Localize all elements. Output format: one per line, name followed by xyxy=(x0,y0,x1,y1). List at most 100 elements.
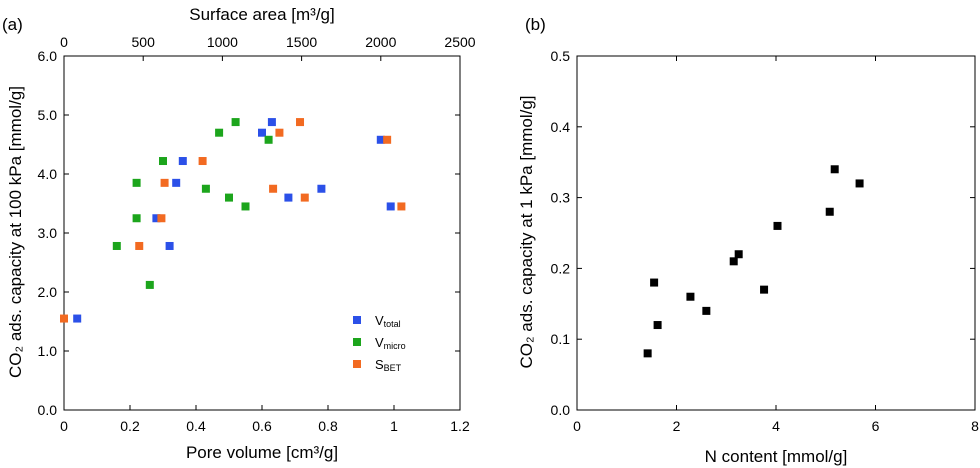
panel-b-plot-frame xyxy=(576,55,976,411)
series-0-point xyxy=(653,321,662,330)
s-bet-point xyxy=(160,178,169,187)
legend-label-main: V xyxy=(375,313,384,328)
v-micro-point xyxy=(231,118,240,127)
y-tick-label: 0.3 xyxy=(551,190,571,206)
v-micro-point xyxy=(159,157,167,166)
x-tick-label: 0.6 xyxy=(252,418,272,434)
v-micro-point xyxy=(132,178,141,187)
s-bet-point xyxy=(135,241,144,250)
panel-a-top-x-axis-title: Surface area [m³/g] xyxy=(189,5,335,24)
y-tick-label: 2.0 xyxy=(38,284,58,300)
top-x-tick-label: 0 xyxy=(60,34,68,50)
y-tick-label: 3.0 xyxy=(38,225,58,241)
s-bet-point xyxy=(296,118,305,127)
y-tick-label: 4.0 xyxy=(38,166,58,182)
s-bet-point xyxy=(157,214,166,223)
v-total-point xyxy=(178,157,187,166)
series-0-point xyxy=(773,221,782,230)
x-tick-label: 2 xyxy=(673,418,681,434)
panel-a-plot-frame xyxy=(63,55,461,411)
panel-b-x-axis-title: N content [mmol/g] xyxy=(705,447,848,466)
x-tick-label: 0 xyxy=(573,418,581,434)
panel-a-y-ticks: 0.0 1.0 2.0 3.0 4.0 5.0 6.0 xyxy=(38,48,460,418)
top-x-tick-label: 2000 xyxy=(365,34,396,50)
panel-a-y-axis-title: CO₂ ads. capacity at 100 kPa [mmol/g] xyxy=(6,86,25,378)
v-total-point xyxy=(386,202,395,211)
series-0-point xyxy=(825,207,834,216)
v-total-point xyxy=(376,135,385,144)
v-total-point xyxy=(258,128,266,137)
panel-b: (b) 0.0 0.1 0.2 0.3 0.4 0.5 0 2 4 6 8 N content [… xyxy=(517,15,979,466)
x-tick-label: 0.4 xyxy=(186,418,206,434)
v-micro-point xyxy=(132,214,141,223)
s-bet-point xyxy=(383,135,392,144)
v-micro-point xyxy=(215,128,224,137)
v-micro-point xyxy=(264,135,273,144)
panel-b-points xyxy=(643,165,864,358)
v-micro-point xyxy=(145,280,154,289)
v-total-point xyxy=(284,193,293,202)
y-tick-label: 1.0 xyxy=(38,343,58,359)
series-0-point xyxy=(855,179,864,188)
panel-b-label: (b) xyxy=(525,15,546,34)
y-tick-label: 6.0 xyxy=(38,48,58,64)
series-0-point xyxy=(686,292,695,301)
legend-label-main: S xyxy=(375,357,384,372)
panel-a-top-x-ticks: 0 500 1000 1500 2000 2500 xyxy=(60,34,476,61)
x-tick-label: 0 xyxy=(60,418,68,434)
y-tick-label: 0.1 xyxy=(551,331,571,347)
panel-a-label: (a) xyxy=(2,15,23,34)
y-tick-label: 0.0 xyxy=(551,402,571,418)
s-bet-point xyxy=(198,157,207,166)
legend-swatch xyxy=(353,360,361,368)
top-x-tick-label: 2500 xyxy=(444,34,475,50)
panel-a-x-ticks: 0 0.2 0.4 0.6 0.8 1 1.2 xyxy=(60,405,470,434)
x-tick-label: 1.2 xyxy=(450,418,470,434)
x-tick-label: 4 xyxy=(772,418,780,434)
panel-a-x-axis-title: Pore volume [cm³/g] xyxy=(186,443,338,462)
v-total-point xyxy=(267,118,276,127)
v-total-point xyxy=(165,241,174,250)
panel-b-y-axis-title: CO₂ ads. capacity at 1 kPa [mmol/g] xyxy=(517,95,536,368)
panel-a: (a) 0.0 1.0 2.0 3.0 4.0 5.0 6.0 0 0.2 0.4 0.6 0.8 1… xyxy=(2,5,476,462)
top-x-tick-label: 1000 xyxy=(207,34,238,50)
series-0-point xyxy=(729,257,738,266)
legend-label-sub: micro xyxy=(384,341,406,351)
top-x-tick-label: 1500 xyxy=(286,34,317,50)
series-0-point xyxy=(643,349,652,358)
series-0-point xyxy=(734,250,743,259)
x-tick-label: 0.8 xyxy=(318,418,338,434)
s-bet-point xyxy=(300,193,309,202)
v-total-point xyxy=(317,184,326,193)
top-x-tick-label: 500 xyxy=(132,34,156,50)
v-micro-point xyxy=(112,241,121,250)
s-bet-point xyxy=(60,314,68,323)
legend-label: Vtotal xyxy=(375,313,401,329)
v-total-point xyxy=(172,178,181,187)
y-tick-label: 0.5 xyxy=(551,48,571,64)
x-tick-label: 6 xyxy=(872,418,880,434)
series-0-point xyxy=(650,278,659,287)
y-tick-label: 0.4 xyxy=(551,119,571,135)
x-tick-label: 1 xyxy=(390,418,398,434)
v-micro-point xyxy=(241,202,250,211)
s-bet-point xyxy=(275,128,284,137)
y-tick-label: 0.2 xyxy=(551,260,571,276)
legend-label-sub: BET xyxy=(384,363,402,373)
v-total-point xyxy=(73,314,82,323)
s-bet-point xyxy=(397,202,406,211)
s-bet-point xyxy=(269,184,278,193)
y-tick-label: 0.0 xyxy=(38,402,58,418)
series-0-point xyxy=(830,165,839,174)
v-micro-point xyxy=(225,193,233,202)
panel-a-points xyxy=(60,118,406,323)
legend-label: SBET xyxy=(375,357,402,373)
y-tick-label: 5.0 xyxy=(38,107,58,123)
panel-b-x-ticks: 0 2 4 6 8 xyxy=(573,56,979,434)
v-micro-point xyxy=(201,184,210,193)
x-tick-label: 0.2 xyxy=(120,418,140,434)
legend-label-main: V xyxy=(375,335,384,350)
series-0-point xyxy=(702,306,711,315)
